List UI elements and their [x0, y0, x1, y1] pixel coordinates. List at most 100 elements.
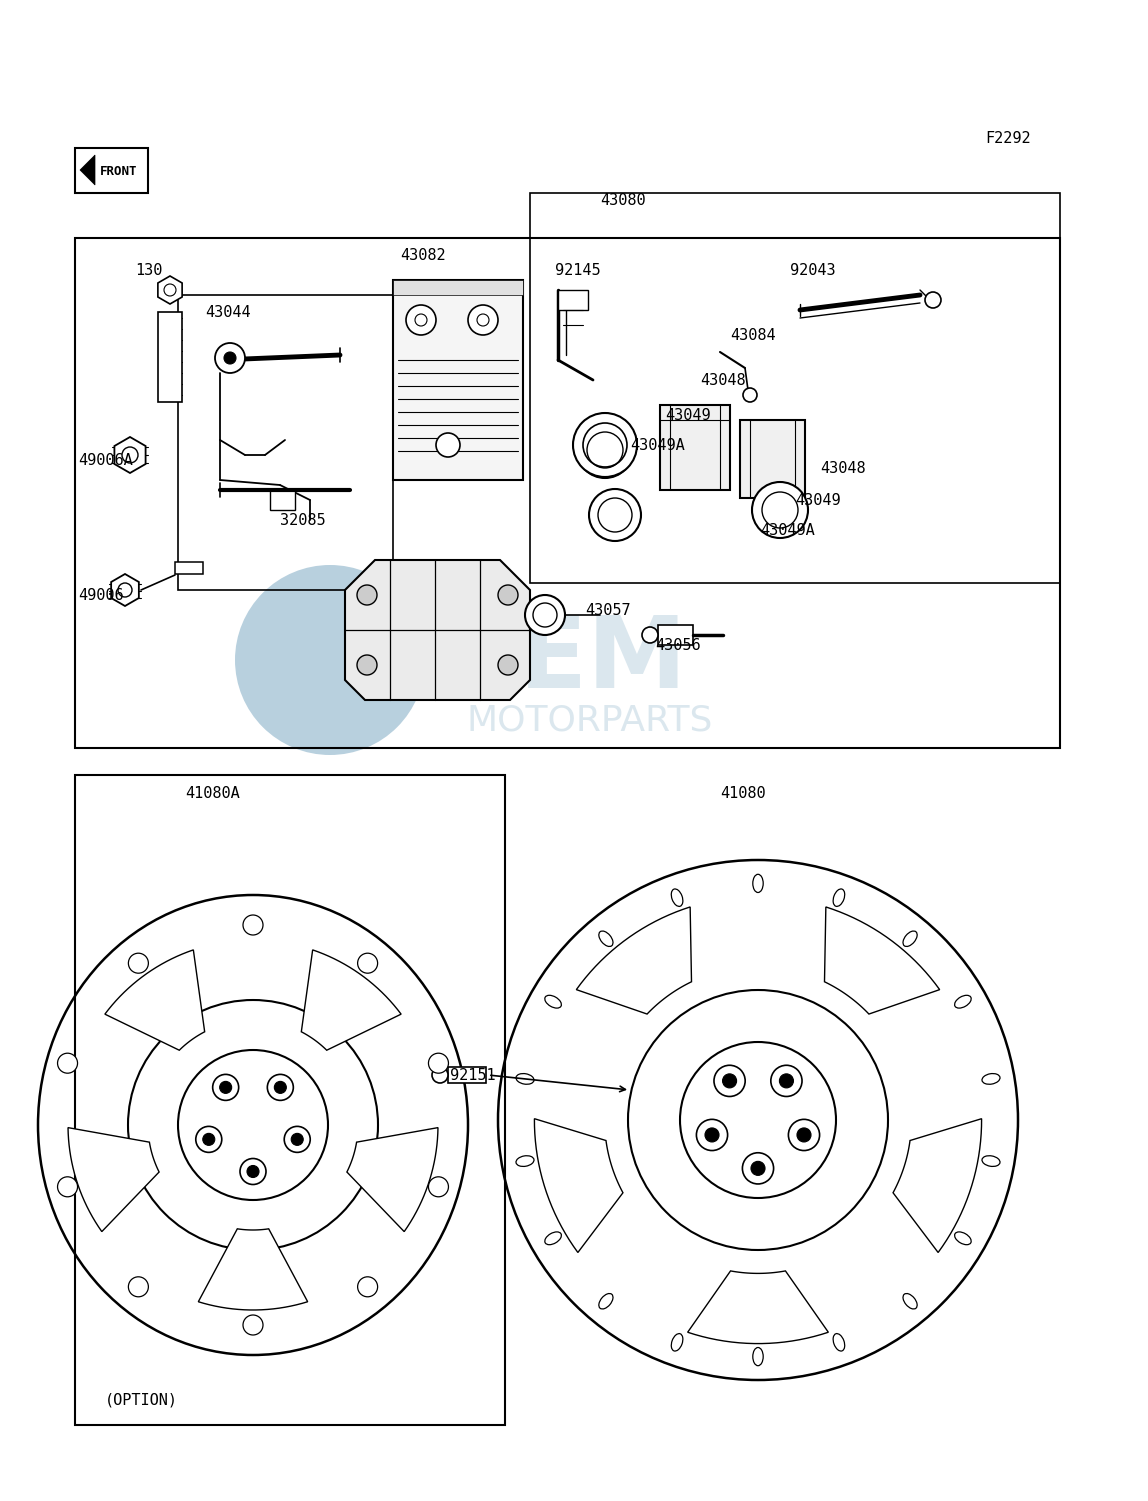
Circle shape	[573, 413, 637, 477]
Circle shape	[468, 305, 498, 335]
Polygon shape	[199, 1229, 308, 1310]
Text: F2292: F2292	[985, 131, 1031, 146]
Polygon shape	[346, 560, 530, 699]
Polygon shape	[111, 573, 139, 606]
Circle shape	[789, 1120, 820, 1151]
Circle shape	[432, 1067, 448, 1084]
Circle shape	[196, 1126, 222, 1153]
Text: 43084: 43084	[730, 327, 776, 342]
Polygon shape	[158, 276, 183, 305]
Circle shape	[589, 489, 641, 540]
Ellipse shape	[982, 1073, 1000, 1084]
Circle shape	[642, 627, 658, 642]
Circle shape	[577, 422, 633, 477]
Ellipse shape	[903, 931, 917, 947]
Circle shape	[357, 585, 377, 605]
Ellipse shape	[599, 931, 613, 947]
Text: 130: 130	[135, 263, 162, 278]
Ellipse shape	[753, 874, 763, 893]
Ellipse shape	[955, 1232, 971, 1244]
Bar	[740, 420, 805, 498]
Circle shape	[770, 1066, 802, 1096]
Circle shape	[267, 1075, 294, 1100]
Circle shape	[680, 1042, 836, 1198]
Circle shape	[129, 953, 148, 973]
Bar	[178, 296, 393, 590]
Polygon shape	[535, 1118, 623, 1252]
Bar	[158, 312, 183, 402]
Bar	[530, 194, 1060, 582]
Text: 43082: 43082	[400, 248, 445, 263]
Circle shape	[705, 1127, 719, 1142]
Text: 41080A: 41080A	[185, 785, 240, 800]
Circle shape	[797, 1127, 810, 1142]
Circle shape	[743, 387, 757, 402]
Polygon shape	[347, 1127, 439, 1232]
Polygon shape	[80, 155, 95, 185]
Text: 43048: 43048	[700, 372, 745, 387]
Ellipse shape	[545, 1232, 561, 1244]
Text: 92151: 92151	[450, 1067, 496, 1082]
Circle shape	[697, 1120, 728, 1151]
Text: 49006: 49006	[78, 587, 124, 602]
Circle shape	[751, 1162, 765, 1175]
Text: 92043: 92043	[790, 263, 836, 278]
Circle shape	[498, 860, 1018, 1379]
Circle shape	[357, 654, 377, 675]
Polygon shape	[824, 907, 940, 1015]
Bar	[393, 281, 523, 296]
Circle shape	[358, 953, 378, 973]
Text: 43057: 43057	[585, 602, 630, 617]
Text: 43048: 43048	[820, 461, 866, 476]
Ellipse shape	[38, 895, 468, 1355]
Circle shape	[129, 1277, 148, 1297]
Circle shape	[164, 284, 176, 296]
Text: 32085: 32085	[280, 512, 326, 527]
Circle shape	[436, 432, 460, 456]
Text: 43080: 43080	[600, 192, 645, 207]
Circle shape	[243, 916, 263, 935]
Text: 92145: 92145	[554, 263, 600, 278]
Circle shape	[498, 654, 518, 675]
Bar	[558, 290, 588, 311]
Ellipse shape	[982, 1156, 1000, 1166]
Text: 49006A: 49006A	[78, 452, 133, 467]
Polygon shape	[688, 1271, 829, 1343]
Polygon shape	[576, 907, 691, 1015]
Polygon shape	[104, 950, 204, 1051]
Ellipse shape	[955, 995, 971, 1009]
Bar	[658, 624, 693, 645]
Circle shape	[215, 344, 245, 374]
Text: FRONT: FRONT	[100, 165, 138, 177]
Circle shape	[122, 447, 138, 462]
Polygon shape	[893, 1118, 982, 1252]
Ellipse shape	[833, 1333, 845, 1351]
Bar	[174, 561, 203, 573]
Circle shape	[779, 1073, 793, 1088]
Circle shape	[292, 1133, 303, 1145]
Circle shape	[247, 1165, 259, 1177]
Circle shape	[127, 1000, 378, 1250]
Polygon shape	[68, 1127, 160, 1232]
Text: 41080: 41080	[720, 785, 766, 800]
Circle shape	[212, 1075, 239, 1100]
Text: 43049A: 43049A	[760, 522, 815, 537]
Circle shape	[203, 1133, 215, 1145]
Text: 43044: 43044	[205, 305, 250, 320]
Bar	[448, 1067, 486, 1084]
Text: OEM: OEM	[434, 611, 687, 708]
Circle shape	[274, 1081, 286, 1093]
Circle shape	[925, 293, 941, 308]
Circle shape	[57, 1177, 78, 1196]
Circle shape	[118, 582, 132, 597]
Circle shape	[406, 305, 436, 335]
Circle shape	[219, 1081, 232, 1093]
Circle shape	[752, 482, 808, 537]
Circle shape	[57, 1054, 78, 1073]
Bar	[75, 239, 1060, 747]
Ellipse shape	[515, 1073, 534, 1084]
Ellipse shape	[753, 1348, 763, 1366]
Bar	[393, 281, 523, 480]
Circle shape	[178, 1051, 328, 1199]
Circle shape	[358, 1277, 378, 1297]
